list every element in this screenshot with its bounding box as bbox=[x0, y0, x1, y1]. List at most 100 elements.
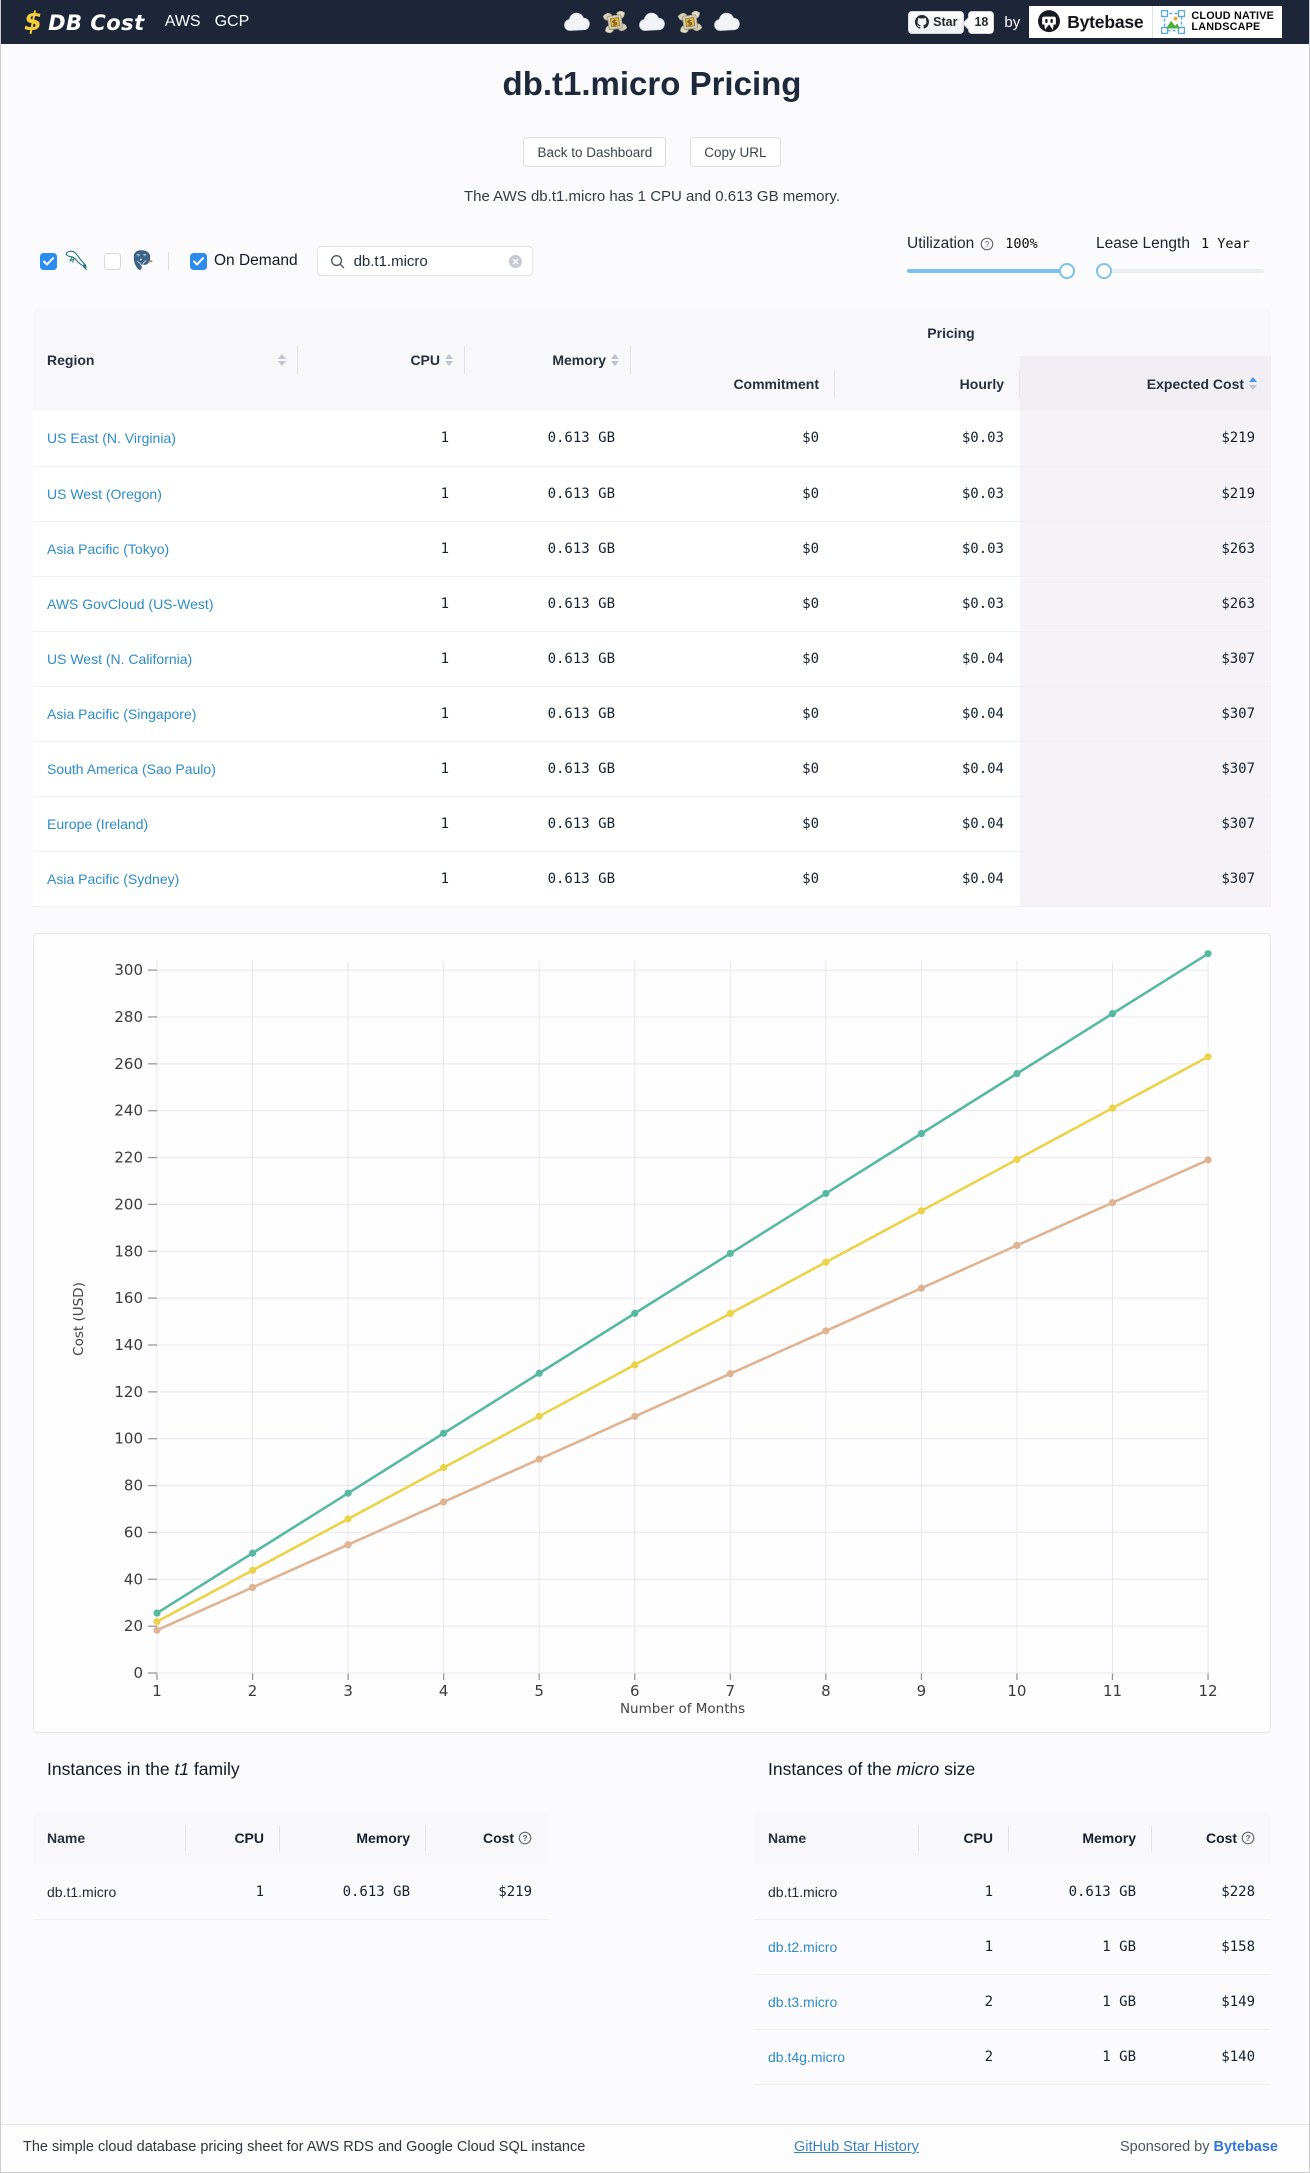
data-point bbox=[535, 1412, 543, 1420]
region-link[interactable]: AWS GovCloud (US-West) bbox=[47, 595, 214, 612]
instance-name-link[interactable]: db.t4g.micro bbox=[768, 2049, 846, 2065]
region-link[interactable]: Asia Pacific (Tokyo) bbox=[47, 540, 170, 557]
expected-cost-cell: $263 bbox=[1020, 576, 1272, 632]
lease-length-label: Lease Length bbox=[1096, 235, 1190, 252]
data-point bbox=[1108, 1198, 1117, 1206]
github-star-button[interactable]: Star bbox=[908, 10, 965, 34]
region-link[interactable]: Asia Pacific (Sydney) bbox=[47, 870, 180, 887]
utilization-label: Utilization bbox=[907, 235, 975, 252]
logo[interactable]: $ DB Cost bbox=[24, 7, 145, 37]
nav-link-aws[interactable]: AWS bbox=[164, 13, 201, 30]
copy-url-button[interactable]: Copy URL bbox=[690, 137, 781, 167]
utilization-slider[interactable] bbox=[907, 263, 1075, 279]
x-tick-label: 6 bbox=[630, 1682, 640, 1700]
region-link[interactable]: Asia Pacific (Singapore) bbox=[47, 705, 197, 722]
region-link[interactable]: Europe (Ireland) bbox=[47, 815, 149, 832]
postgres-icon[interactable] bbox=[128, 248, 154, 274]
commitment-cell: $0 bbox=[631, 576, 835, 632]
lease-length-control: Lease Length 1 Year bbox=[1096, 235, 1264, 279]
column-header-commitment[interactable]: Commitment bbox=[631, 356, 835, 411]
x-tick-label: 1 bbox=[152, 1682, 162, 1700]
x-tick-label: 8 bbox=[821, 1682, 831, 1700]
y-tick-label: 180 bbox=[114, 1242, 143, 1260]
github-star-label: Star bbox=[933, 15, 958, 29]
github-star-count[interactable]: 18 bbox=[968, 10, 995, 34]
family-title-post: family bbox=[189, 1758, 240, 1779]
search-box[interactable] bbox=[316, 246, 533, 276]
nav-link-gcp[interactable]: GCP bbox=[214, 13, 250, 30]
cpu-cell: 1 bbox=[298, 796, 465, 852]
column-header-expected-cost[interactable]: Expected Cost bbox=[1020, 356, 1272, 411]
x-tick-label: 5 bbox=[534, 1682, 544, 1700]
pricing-table-row: Asia Pacific (Sydney) 1 0.613 GB $0 $0.04 $30… bbox=[33, 851, 1272, 907]
hourly-cell: $0.03 bbox=[835, 411, 1020, 467]
bytebase-logo-box[interactable]: Bytebase bbox=[1029, 6, 1153, 38]
memory-cell: 0.613 GB bbox=[465, 466, 631, 522]
landscape-line2: LANDSCAPE bbox=[1191, 21, 1261, 33]
cpu-cell: 1 bbox=[186, 1864, 280, 1920]
x-tick-label: 11 bbox=[1103, 1682, 1122, 1700]
utilization-slider-knob[interactable] bbox=[1059, 263, 1075, 279]
sponsored-by: Sponsored by Bytebase bbox=[1120, 2139, 1278, 2155]
mysql-icon[interactable] bbox=[64, 248, 90, 275]
sort-icon-cpu[interactable] bbox=[445, 353, 453, 367]
data-point bbox=[726, 1249, 734, 1257]
search-icon bbox=[330, 254, 344, 268]
svg-text:$: $ bbox=[686, 18, 693, 29]
region-link[interactable]: South America (Sao Paulo) bbox=[47, 760, 216, 777]
cost-cell: $228 bbox=[1152, 1864, 1271, 1920]
lease-length-value: 1 Year bbox=[1200, 236, 1250, 252]
cloud-native-landscape-box[interactable]: CLOUD NATIVE LANDSCAPE bbox=[1152, 6, 1282, 38]
instance-name-link[interactable]: db.t3.micro bbox=[768, 1994, 838, 2010]
clear-search-icon[interactable] bbox=[508, 254, 523, 269]
data-point bbox=[917, 1284, 926, 1292]
cost-cell: $140 bbox=[1152, 2029, 1271, 2085]
search-input[interactable] bbox=[353, 252, 508, 270]
pricing-table-row: US West (N. California) 1 0.613 GB $0 $0.04 $… bbox=[33, 631, 1272, 687]
sort-icon-region[interactable] bbox=[278, 353, 286, 367]
column-header-region[interactable]: Region bbox=[33, 309, 298, 411]
check-icon bbox=[193, 256, 204, 265]
instance-name-link[interactable]: db.t2.micro bbox=[768, 1939, 838, 1955]
filter-divider bbox=[168, 251, 169, 271]
family-col-cost: Cost ? bbox=[426, 1811, 548, 1865]
memory-header-label: Memory bbox=[552, 352, 606, 368]
y-tick-label: 240 bbox=[114, 1101, 143, 1119]
svg-text:?: ? bbox=[1246, 1834, 1251, 1843]
family-title-pre: Instances in the bbox=[47, 1758, 175, 1779]
column-header-cpu[interactable]: CPU bbox=[298, 309, 465, 411]
on-demand-label[interactable]: On Demand bbox=[214, 252, 298, 269]
github-star-history-link[interactable]: GitHub Star History bbox=[794, 2139, 919, 2155]
y-tick-label: 80 bbox=[124, 1476, 143, 1494]
data-point bbox=[440, 1463, 448, 1471]
region-link[interactable]: US West (N. California) bbox=[47, 650, 193, 667]
postgres-checkbox[interactable] bbox=[104, 252, 121, 270]
data-point bbox=[1204, 1155, 1212, 1163]
mysql-checkbox[interactable] bbox=[40, 252, 57, 270]
lease-length-slider[interactable] bbox=[1096, 263, 1264, 279]
x-tick-label: 7 bbox=[726, 1682, 736, 1700]
pricing-table-row: Europe (Ireland) 1 0.613 GB $0 $0.04 $307 bbox=[33, 796, 1272, 852]
sort-icon-expected-cost[interactable] bbox=[1249, 377, 1258, 390]
cost-help-icon[interactable]: ? bbox=[518, 1831, 532, 1845]
on-demand-checkbox[interactable] bbox=[190, 252, 207, 270]
data-point bbox=[1108, 1104, 1117, 1112]
column-header-hourly[interactable]: Hourly bbox=[835, 356, 1020, 411]
back-to-dashboard-button[interactable]: Back to Dashboard bbox=[523, 137, 667, 167]
commitment-cell: $0 bbox=[631, 741, 835, 797]
y-tick-label: 280 bbox=[114, 1007, 143, 1025]
money-with-wings-icon: $ bbox=[677, 10, 703, 34]
lease-length-slider-knob[interactable] bbox=[1096, 263, 1112, 279]
cost-help-icon[interactable]: ? bbox=[1241, 1831, 1255, 1845]
sort-icon-memory[interactable] bbox=[611, 353, 619, 367]
hourly-cell: $0.03 bbox=[835, 521, 1020, 577]
region-link[interactable]: US West (Oregon) bbox=[47, 485, 162, 502]
y-tick-label: 20 bbox=[124, 1617, 143, 1635]
svg-text:?: ? bbox=[985, 240, 990, 249]
data-point bbox=[440, 1429, 448, 1437]
family-name-italic: t1 bbox=[174, 1758, 190, 1779]
sponsor-bytebase-link[interactable]: Bytebase bbox=[1213, 2139, 1278, 2155]
region-link[interactable]: US East (N. Virginia) bbox=[47, 430, 176, 447]
column-header-memory[interactable]: Memory bbox=[465, 309, 631, 411]
utilization-help-icon[interactable]: ? bbox=[980, 237, 994, 251]
